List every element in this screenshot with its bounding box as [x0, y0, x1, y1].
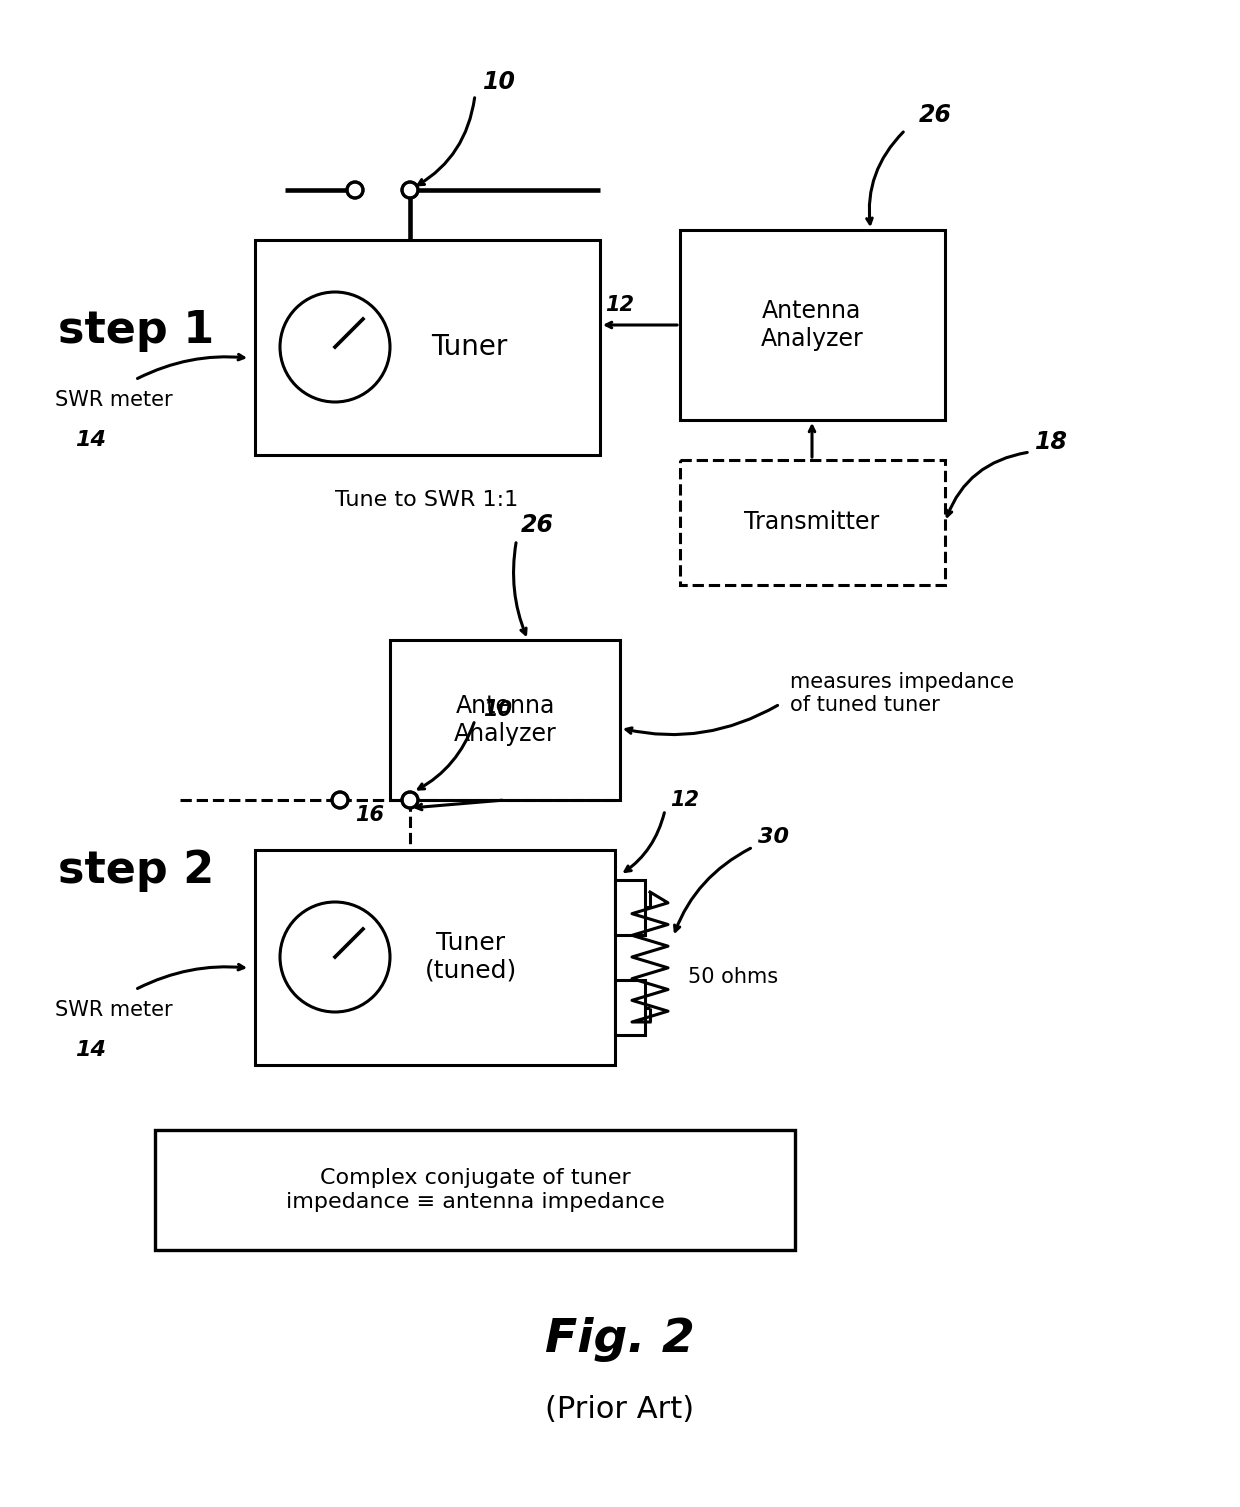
Text: Tuner
(tuned): Tuner (tuned) — [425, 931, 517, 983]
Text: 14: 14 — [74, 1040, 105, 1059]
FancyBboxPatch shape — [255, 240, 600, 455]
Text: Antenna
Analyzer: Antenna Analyzer — [454, 695, 557, 746]
Text: 30: 30 — [758, 827, 789, 847]
Text: 26: 26 — [521, 512, 554, 536]
Text: Tuner: Tuner — [430, 333, 507, 362]
Text: 12: 12 — [605, 295, 634, 315]
Text: SWR meter: SWR meter — [55, 390, 172, 410]
FancyBboxPatch shape — [155, 1130, 795, 1249]
Text: Complex conjugate of tuner
impedance ≡ antenna impedance: Complex conjugate of tuner impedance ≡ a… — [285, 1168, 665, 1212]
Text: 18: 18 — [1035, 429, 1068, 454]
FancyBboxPatch shape — [391, 640, 620, 800]
Circle shape — [402, 182, 418, 197]
FancyBboxPatch shape — [615, 980, 645, 1035]
Text: step 1: step 1 — [58, 309, 215, 351]
Text: (Prior Art): (Prior Art) — [546, 1395, 694, 1424]
Text: 26: 26 — [919, 102, 951, 127]
Text: Antenna
Analyzer: Antenna Analyzer — [760, 298, 863, 351]
Circle shape — [347, 182, 363, 197]
Circle shape — [402, 793, 418, 808]
Text: 14: 14 — [74, 429, 105, 449]
Text: 10: 10 — [484, 69, 516, 93]
Text: 10: 10 — [484, 699, 512, 720]
Text: 12: 12 — [670, 790, 699, 809]
FancyBboxPatch shape — [680, 231, 945, 420]
Circle shape — [332, 793, 348, 808]
Text: step 2: step 2 — [58, 848, 215, 892]
Text: Fig. 2: Fig. 2 — [546, 1317, 694, 1362]
Text: 50 ohms: 50 ohms — [688, 967, 779, 987]
FancyBboxPatch shape — [255, 850, 615, 1065]
Text: 16: 16 — [355, 805, 384, 824]
Text: measures impedance
of tuned tuner: measures impedance of tuned tuner — [790, 672, 1014, 716]
Text: Tune to SWR 1:1: Tune to SWR 1:1 — [335, 490, 518, 509]
Text: SWR meter: SWR meter — [55, 999, 172, 1020]
Text: Transmitter: Transmitter — [744, 509, 879, 533]
FancyBboxPatch shape — [615, 880, 645, 934]
FancyBboxPatch shape — [680, 460, 945, 585]
